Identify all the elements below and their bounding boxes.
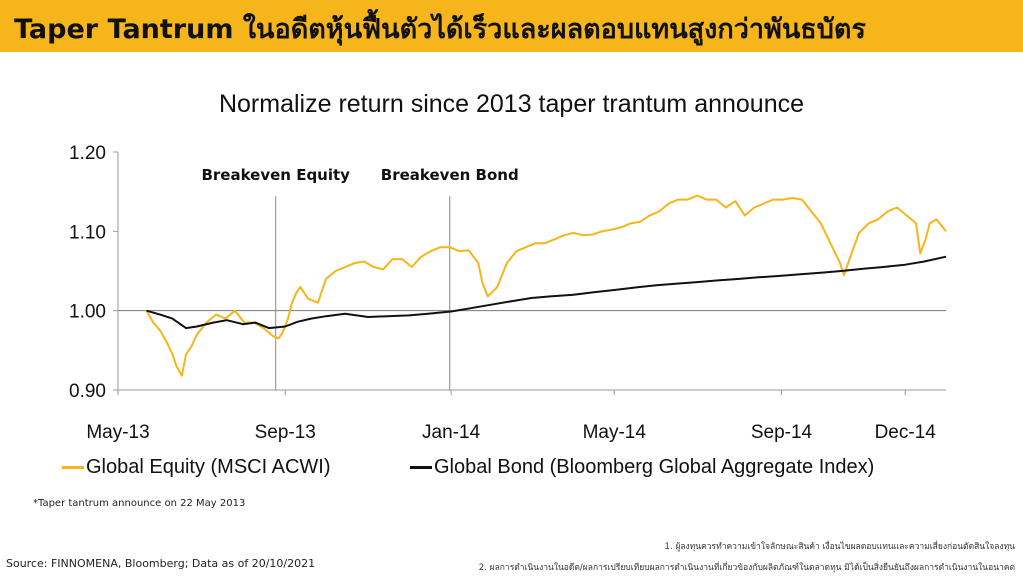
footnote: *Taper tantrum announce on 22 May 2013 bbox=[33, 498, 246, 509]
x-tick-label: May-13 bbox=[86, 422, 149, 443]
y-tick-label: 1.20 bbox=[69, 143, 106, 164]
legend-item-bond: Global Bond (Bloomberg Global Aggregate … bbox=[410, 456, 874, 479]
y-tick-label: 1.00 bbox=[69, 302, 106, 323]
x-tick-label: Sep-14 bbox=[751, 422, 813, 443]
y-tick-label: 1.10 bbox=[69, 222, 106, 243]
y-tick-label: 0.90 bbox=[69, 381, 106, 402]
title-banner: Taper Tantrum ในอดีตหุ้นฟื้นตัวได้เร็วแล… bbox=[0, 0, 1023, 52]
legend-item-equity: Global Equity (MSCI ACWI) bbox=[62, 456, 331, 479]
source-note: Source: FINNOMENA, Bloomberg; Data as of… bbox=[6, 557, 316, 570]
x-tick-label: Dec-14 bbox=[875, 422, 937, 443]
legend-label-bond: Global Bond (Bloomberg Global Aggregate … bbox=[434, 456, 875, 478]
disclaimer-2: 2. ผลการดำเนินงานในอดีต/ผลการเปรียบเทียบ… bbox=[478, 563, 1015, 573]
legend-swatch-bond bbox=[410, 466, 432, 469]
x-tick-label: Sep-13 bbox=[255, 422, 316, 443]
x-tick-label: Jan-14 bbox=[422, 422, 481, 443]
annotation-label: Breakeven Bond bbox=[381, 166, 519, 184]
series-line-1 bbox=[146, 255, 947, 330]
x-tick-label: May-14 bbox=[583, 422, 647, 443]
legend-label-equity: Global Equity (MSCI ACWI) bbox=[86, 456, 331, 478]
disclaimer-1: 1. ผู้ลงทุนควรทำความเข้าใจลักษณะสินค้า เ… bbox=[664, 542, 1015, 552]
chart-title: Normalize return since 2013 taper trantu… bbox=[218, 90, 805, 118]
annotation-label: Breakeven Equity bbox=[201, 166, 350, 184]
series-line-0 bbox=[145, 194, 947, 377]
legend-swatch-equity bbox=[62, 466, 84, 469]
page-title: Taper Tantrum ในอดีตหุ้นฟื้นตัวได้เร็วแล… bbox=[14, 14, 866, 45]
